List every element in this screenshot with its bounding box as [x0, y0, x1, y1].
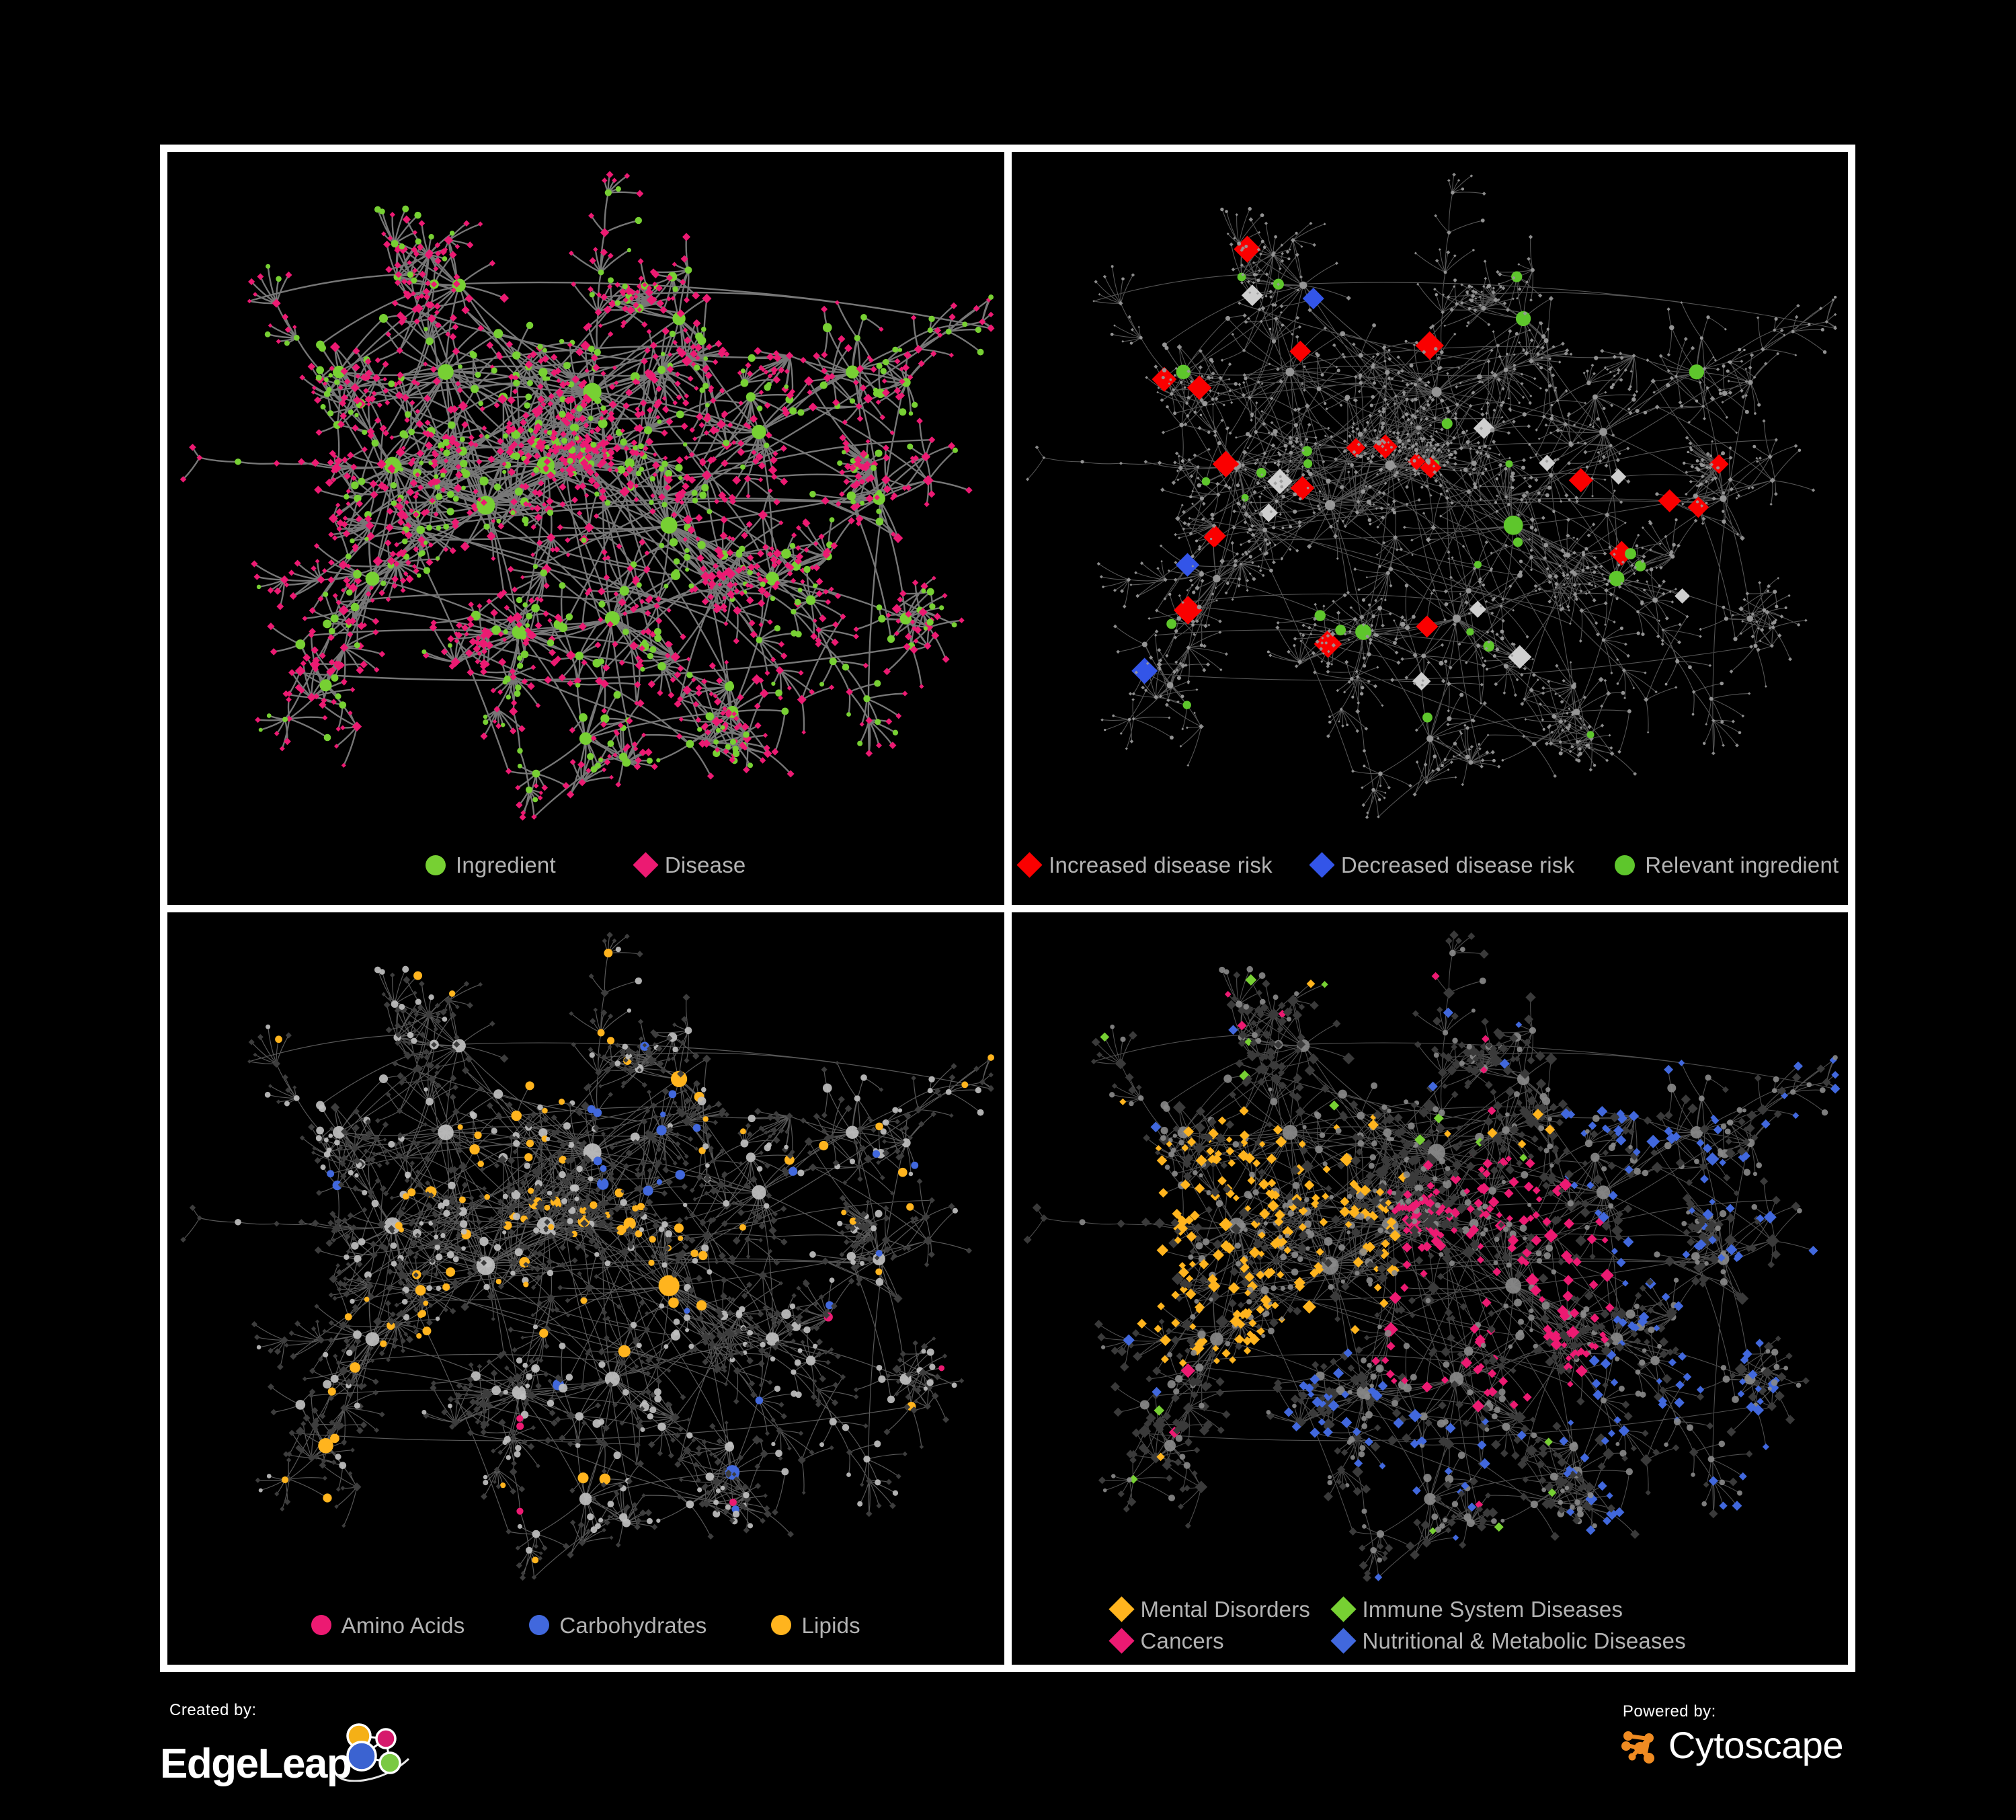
panel-grid: Ingredient Disease Increased disease ris… — [160, 145, 1855, 1672]
legend-panel-1: Ingredient Disease — [167, 825, 1004, 905]
panel-disease-risk: Increased disease risk Decreased disease… — [1011, 152, 1849, 905]
cancers-swatch-icon — [1108, 1628, 1135, 1654]
legend-item-increased-risk: Increased disease risk — [1016, 852, 1273, 878]
legend-label: Amino Acids — [341, 1612, 465, 1638]
legend-item-cancers: Cancers — [1108, 1628, 1334, 1654]
legend-item-amino-acids: Amino Acids — [311, 1614, 465, 1636]
powered-by-label: Powered by: — [1622, 1702, 1716, 1720]
network-graph-1[interactable] — [167, 152, 1004, 826]
legend-label: Decreased disease risk — [1340, 853, 1575, 877]
relevant-ingredient-swatch-icon — [1615, 855, 1636, 875]
cytoscape-logo: Cytoscape — [1619, 1724, 1844, 1767]
legend-panel-4: Mental Disorders Immune System Diseases … — [1011, 1585, 1849, 1665]
carbohydrates-swatch-icon — [529, 1615, 550, 1635]
legend-panel-2: Increased disease risk Decreased disease… — [1011, 825, 1848, 905]
network-canvas-1[interactable] — [167, 152, 1004, 826]
legend-row-2: Cancers Nutritional & Metabolic Diseases — [1012, 1625, 1849, 1657]
legend-label: Cancers — [1140, 1628, 1224, 1653]
panel-ingredient-class: Amino Acids Carbohydrates Lipids — [167, 912, 1004, 1665]
immune-system-swatch-icon — [1330, 1596, 1357, 1622]
legend-item-relevant-ingredient: Relevant ingredient — [1615, 854, 1839, 876]
legend-label: Disease — [664, 853, 746, 877]
legend-label: Ingredient — [456, 853, 556, 877]
legend-item-immune-system-diseases: Immune System Diseases — [1330, 1596, 1623, 1622]
legend-label: Increased disease risk — [1049, 853, 1273, 877]
legend-item-mental-disorders: Mental Disorders — [1108, 1596, 1334, 1622]
edgeleap-branding: Created by: EdgeLeap — [160, 1701, 417, 1788]
panel-ingredient-disease: Ingredient Disease — [167, 152, 1004, 905]
mental-disorders-swatch-icon — [1108, 1596, 1135, 1622]
figure-footer: Created by: EdgeLeap Powered by: — [160, 1681, 1855, 1809]
legend-label: Mental Disorders — [1140, 1597, 1311, 1622]
legend-row-1: Mental Disorders Immune System Diseases — [1012, 1593, 1849, 1625]
network-canvas-3[interactable] — [167, 912, 1004, 1586]
legend-label: Immune System Diseases — [1362, 1597, 1623, 1622]
legend-item-ingredient: Ingredient — [426, 854, 556, 876]
legend-label: Lipids — [801, 1612, 860, 1638]
cytoscape-network-icon — [1621, 1731, 1654, 1764]
legend-label: Carbohydrates — [559, 1612, 707, 1638]
panel-disease-category: Mental Disorders Immune System Diseases … — [1011, 912, 1849, 1665]
lipids-swatch-icon — [771, 1615, 792, 1635]
disease-swatch-icon — [633, 852, 659, 878]
network-graph-4[interactable] — [1012, 912, 1849, 1586]
amino-acids-swatch-icon — [311, 1615, 331, 1635]
network-canvas-2[interactable] — [1012, 152, 1849, 826]
legend-label: Nutritional & Metabolic Diseases — [1362, 1628, 1686, 1653]
network-graph-2[interactable] — [1012, 152, 1849, 826]
legend-panel-3: Amino Acids Carbohydrates Lipids — [167, 1585, 1004, 1665]
increased-risk-swatch-icon — [1016, 852, 1043, 878]
legend-item-lipids: Lipids — [771, 1614, 860, 1636]
edgeleap-wordmark: EdgeLeap — [160, 1741, 352, 1788]
cytoscape-branding: Powered by: — [1619, 1702, 1844, 1767]
legend-item-nutritional-metabolic-diseases: Nutritional & Metabolic Diseases — [1330, 1628, 1686, 1654]
legend-item-decreased-risk: Decreased disease risk — [1309, 852, 1575, 878]
edgeleap-network-icon — [336, 1723, 410, 1782]
cytoscape-wordmark: Cytoscape — [1668, 1724, 1844, 1766]
decreased-risk-swatch-icon — [1309, 852, 1335, 878]
ingredient-swatch-icon — [426, 855, 446, 875]
network-graph-3[interactable] — [167, 912, 1004, 1586]
edgeleap-logo: EdgeLeap — [160, 1721, 417, 1788]
nutritional-metabolic-swatch-icon — [1330, 1628, 1357, 1654]
legend-item-disease: Disease — [633, 852, 746, 878]
created-by-label: Created by: — [169, 1701, 257, 1719]
legend-item-carbohydrates: Carbohydrates — [529, 1614, 707, 1636]
legend-label: Relevant ingredient — [1645, 853, 1839, 877]
network-canvas-4[interactable] — [1012, 912, 1849, 1586]
